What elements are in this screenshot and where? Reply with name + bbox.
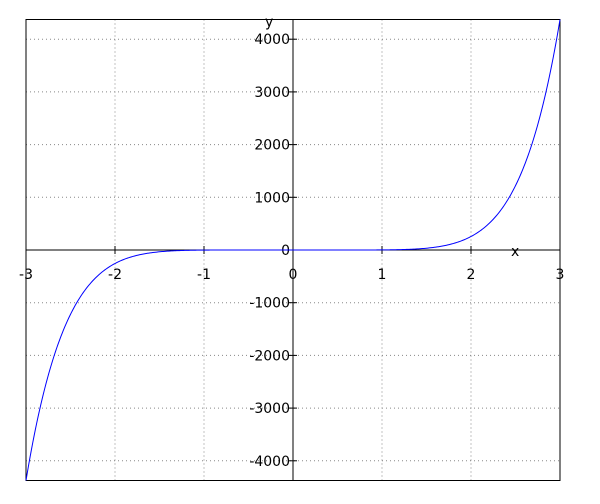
series-line (25, 19, 561, 481)
y-tick-label: -1000 (249, 296, 290, 312)
y-tick-label: 1000 (254, 190, 290, 206)
y-tick-label: 2000 (254, 138, 290, 154)
y-tick-label: -3000 (249, 401, 290, 417)
y-axis-label: y (265, 15, 273, 31)
x-tick-label: 1 (378, 267, 387, 283)
x-tick-label: -3 (19, 267, 33, 283)
y-tick-label: 4000 (254, 32, 290, 48)
x-tick-label: -2 (108, 267, 122, 283)
y-tick-label: -4000 (249, 454, 290, 470)
y-tick-label: -2000 (249, 348, 290, 364)
y-tick-label: 0 (281, 243, 290, 259)
x-tick-label: -1 (197, 267, 211, 283)
tick-labels: -3 -2 -1 0 1 2 3 -4000 -3000 -2000 -1000 0 1000 2000 3… (19, 32, 564, 470)
x-tick-label: 2 (467, 267, 476, 283)
x-tick-label: 0 (289, 267, 298, 283)
x-tick-label: 3 (556, 267, 565, 283)
grid (26, 19, 560, 481)
x-axis-label: x (511, 244, 519, 260)
y-tick-label: 3000 (254, 85, 290, 101)
